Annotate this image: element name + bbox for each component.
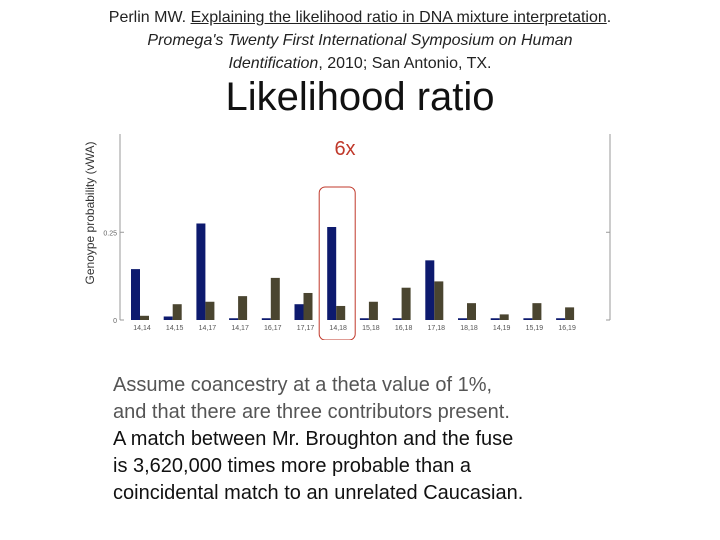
- bar-series0: [556, 318, 566, 320]
- y-tick-label: 0: [113, 318, 117, 325]
- bar-series1: [140, 315, 149, 320]
- x-tick-label: 16,19: [558, 325, 576, 332]
- bar-series1: [565, 307, 575, 320]
- slide-title: Likelihood ratio: [225, 75, 495, 119]
- bar-series0: [523, 318, 533, 320]
- bar-series0: [163, 316, 173, 320]
- bar-series1: [467, 303, 476, 320]
- citation-title-end: .: [606, 9, 612, 26]
- x-tick-label: 14,17: [199, 325, 217, 332]
- x-tick-label: 14,14: [133, 325, 151, 332]
- citation-author: Perlin MW.: [108, 9, 187, 26]
- y-tick-label: 0.25: [103, 230, 117, 237]
- bar-series1: [270, 277, 280, 320]
- bar-series0: [327, 227, 337, 320]
- bar-series1: [434, 281, 444, 320]
- explanation-line-2: and that there are three contributors pr…: [113, 401, 510, 423]
- citation-title-link[interactable]: Explaining the likelihood ratio in DNA m…: [190, 9, 607, 26]
- bar-series1: [368, 301, 378, 320]
- bar-series1: [532, 303, 542, 320]
- citation-line-1: Perlin MW. Explaining the likelihood rat…: [0, 6, 720, 29]
- bar-series1: [238, 296, 248, 320]
- bar-series1: [336, 305, 346, 320]
- x-tick-label: 16,18: [395, 325, 413, 332]
- bar-series0: [392, 318, 402, 320]
- genotype-probability-chart: 0.25 0 14,14 14,15 14,17 14,17 16,17 17,17 14,18…: [103, 134, 611, 340]
- x-tick-label: 18,18: [460, 325, 478, 332]
- x-tick-label: 16,17: [264, 325, 282, 332]
- explanation-paragraph: Assume coancestry at a theta value of 1%…: [113, 372, 693, 507]
- citation: Perlin MW. Explaining the likelihood rat…: [0, 6, 720, 75]
- y-axis-label: Genoype probability (vWA): [83, 141, 97, 285]
- explanation-line-4: is 3,620,000 times more probable than a: [113, 455, 471, 477]
- x-tick-label: 14,19: [493, 325, 511, 332]
- x-tick-label: 15,19: [526, 325, 544, 332]
- x-tick-label: 15,18: [362, 325, 380, 332]
- bar-series0: [490, 318, 500, 320]
- y-axis-label-wrap: Genoype probability (vWA): [80, 118, 100, 308]
- x-tick-label: 14,18: [329, 325, 347, 332]
- bar-series1: [499, 314, 509, 320]
- x-tick-label: 17,18: [428, 325, 446, 332]
- explanation-line-3: A match between Mr. Broughton and the fu…: [113, 428, 514, 450]
- bar-series1: [205, 301, 215, 320]
- citation-venue-block: Promega's Twenty First International Sym…: [110, 29, 610, 75]
- x-tick-label: 17,17: [297, 325, 315, 332]
- explanation-line-1: Assume coancestry at a theta value of 1%…: [113, 374, 493, 396]
- x-tick-label: 14,17: [231, 325, 249, 332]
- bar-series0: [294, 304, 304, 320]
- bar-series1: [401, 287, 411, 320]
- bar-series0: [196, 223, 206, 320]
- highlight-box: [318, 186, 356, 340]
- bar-series0: [261, 318, 271, 320]
- bar-series0: [458, 318, 467, 320]
- x-tick-label: 14,15: [166, 325, 184, 332]
- citation-venue-end: , 2010; San Antonio, TX.: [318, 55, 492, 72]
- bar-series0: [359, 318, 369, 320]
- bar-series0: [229, 318, 239, 320]
- bar-series0: [131, 269, 140, 320]
- bar-series1: [172, 304, 182, 320]
- bar-series1: [303, 292, 313, 320]
- bar-series0: [425, 260, 435, 320]
- likelihood-ratio-label: 6x: [334, 138, 356, 160]
- explanation-line-5: coincidental match to an unrelated Cauca…: [113, 482, 524, 504]
- citation-venue: Promega's Twenty First International Sym…: [147, 32, 573, 72]
